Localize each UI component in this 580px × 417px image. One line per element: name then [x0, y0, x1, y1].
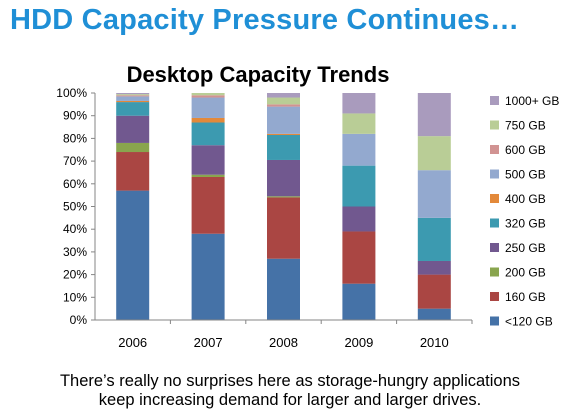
- legend-swatch: [490, 145, 499, 154]
- legend-label: 250 GB: [505, 241, 546, 255]
- bar-segment: [116, 95, 150, 97]
- bar-segment: [417, 308, 451, 320]
- bar-segment: [342, 93, 376, 114]
- y-tick-label: 70%: [63, 154, 87, 168]
- bar-segment: [342, 133, 376, 166]
- legend-swatch: [490, 194, 499, 203]
- stacked-bar-chart: Desktop Capacity Trends 0% 10% 20% 30% 40% 50…: [56, 62, 559, 350]
- legend-label: 200 GB: [505, 266, 546, 280]
- y-tick-label: 60%: [63, 177, 87, 191]
- slide-title: HDD Capacity Pressure Continues…: [10, 4, 520, 36]
- bar-segment: [267, 159, 300, 197]
- legend-label: 320 GB: [505, 217, 546, 231]
- legend-swatch: [490, 316, 499, 326]
- y-tick-label: 100%: [56, 86, 87, 100]
- y-tick-label: 90%: [63, 109, 87, 123]
- bar-segment: [116, 100, 150, 103]
- bar-segment: [417, 93, 451, 137]
- bar-segment: [191, 233, 225, 320]
- bar-segment: [342, 165, 376, 207]
- bar-segment: [116, 93, 150, 95]
- bar-segment: [342, 206, 376, 232]
- bar-segment: [116, 152, 150, 191]
- legend-swatch: [490, 120, 499, 130]
- bar-segment: [342, 283, 376, 320]
- bar-segment: [191, 95, 225, 98]
- bar-segment: [191, 93, 225, 96]
- bar-segment: [267, 97, 300, 105]
- y-tick-label: 80%: [63, 131, 87, 145]
- legend-label: 160 GB: [505, 290, 546, 304]
- legend-swatch: [490, 267, 499, 277]
- bar-segment: [116, 142, 150, 153]
- bar-segment: [267, 134, 300, 160]
- legend-label: 400 GB: [505, 192, 546, 206]
- legend-swatch: [490, 169, 499, 179]
- caption-line-1: There’s really no surprises here as stor…: [59, 372, 521, 390]
- x-tick-label: 2008: [269, 335, 298, 350]
- legend-swatch: [490, 218, 499, 228]
- legend: 1000+ GB 750 GB 600 GB 500 GB 400 GB 320 GB 25…: [490, 94, 559, 329]
- bar-segment: [191, 145, 225, 175]
- bar-segment: [191, 97, 225, 118]
- y-tick-label: 30%: [63, 245, 87, 259]
- legend-swatch: [490, 292, 499, 301]
- x-tick-label: 2007: [194, 335, 223, 350]
- bar-segment: [191, 122, 225, 146]
- y-tick-label: 10%: [63, 290, 87, 304]
- bar-segment: [191, 176, 225, 234]
- bar-segment: [267, 196, 300, 198]
- bar-segment: [267, 93, 300, 98]
- legend-swatch: [490, 243, 499, 252]
- bar-segment: [191, 117, 225, 123]
- bar-segment: [116, 115, 150, 143]
- bars: [116, 93, 451, 320]
- slide-caption: There’s really no surprises here as stor…: [0, 372, 580, 410]
- caption-line-2: keep increasing demand for larger and la…: [98, 391, 482, 409]
- bar-segment: [417, 274, 451, 309]
- bar-segment: [417, 217, 451, 261]
- bar-segment: [267, 104, 300, 107]
- bar-segment: [116, 94, 150, 96]
- x-tick-label: 2006: [118, 335, 147, 350]
- bar-segment: [267, 106, 300, 134]
- bar-segment: [417, 136, 451, 171]
- x-tick-label: 2010: [420, 335, 449, 350]
- bar-segment: [417, 170, 451, 218]
- bar-segment: [267, 258, 300, 320]
- legend-label: 1000+ GB: [505, 94, 559, 108]
- y-tick-label: 0%: [70, 313, 88, 327]
- legend-label: <120 GB: [505, 315, 553, 329]
- bar-segment: [342, 231, 376, 284]
- bar-segment: [116, 96, 150, 101]
- bar-segment: [191, 174, 225, 177]
- legend-swatch: [490, 96, 499, 105]
- chart-title: Desktop Capacity Trends: [127, 62, 390, 87]
- y-tick-label: 50%: [63, 200, 87, 214]
- x-tick-label: 2009: [344, 335, 373, 350]
- bar-segment: [116, 102, 150, 116]
- legend-label: 500 GB: [505, 168, 546, 182]
- bar-segment: [267, 197, 300, 259]
- y-tick-label: 40%: [63, 222, 87, 236]
- bar-segment: [417, 260, 451, 275]
- legend-label: 600 GB: [505, 143, 546, 157]
- y-tick-label: 20%: [63, 268, 87, 282]
- bar-segment: [267, 133, 300, 135]
- y-axis: 0% 10% 20% 30% 40% 50% 60% 70% 80% 90% 100%: [56, 86, 96, 327]
- legend-label: 750 GB: [505, 119, 546, 133]
- bar-segment: [342, 113, 376, 134]
- bar-segment: [116, 190, 150, 320]
- x-axis: 2006 2007 2008 2009 2010: [95, 319, 473, 350]
